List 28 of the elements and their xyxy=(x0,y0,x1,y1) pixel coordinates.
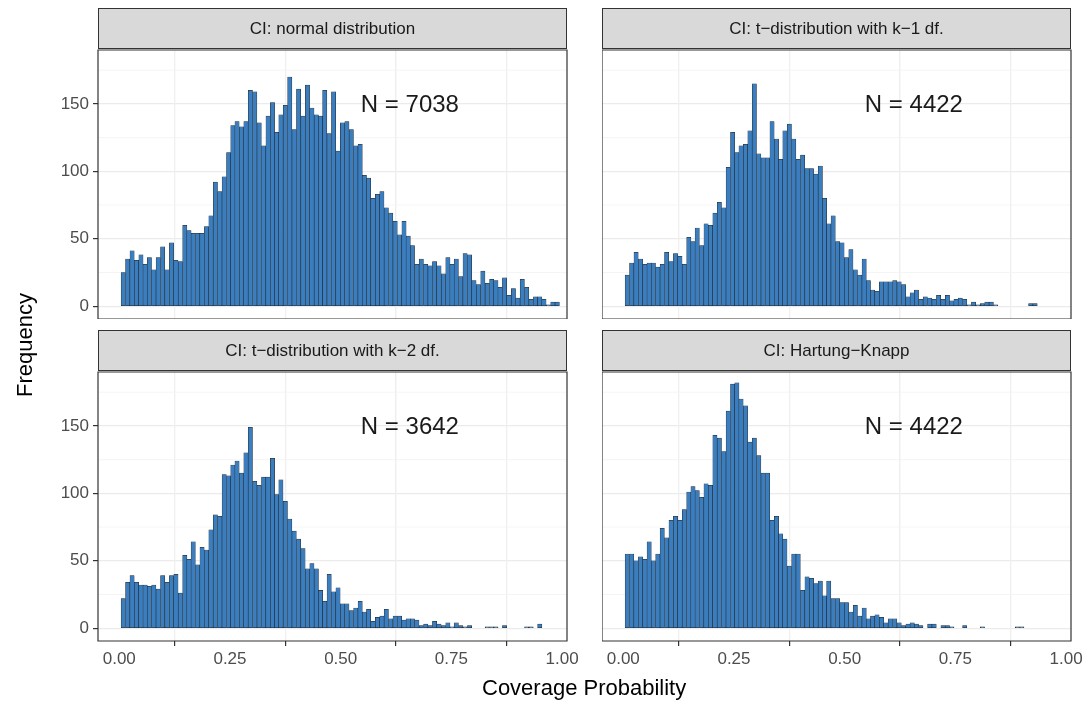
x-tick-label: 0.25 xyxy=(213,648,247,668)
y-tick-label: 50 xyxy=(70,550,89,570)
annotation: N = 4422 xyxy=(864,89,963,117)
x-tick-label: 0.50 xyxy=(324,648,358,668)
x-tick-label: 1.00 xyxy=(1049,648,1083,668)
x-tick-label: 0.25 xyxy=(717,648,751,668)
chart-title: CI: normal distribution xyxy=(98,8,567,49)
y-tick-label: 150 xyxy=(60,93,89,113)
x-tick-label: 0.75 xyxy=(938,648,972,668)
x-axis-title: Coverage Probability xyxy=(482,675,687,701)
x-tick-label: 0.50 xyxy=(828,648,862,668)
annotation: N = 4422 xyxy=(864,411,963,439)
annotation: N = 7038 xyxy=(360,89,459,117)
chart-title: CI: t−distribution with k−1 df. xyxy=(602,8,1071,49)
y-tick-label: 100 xyxy=(60,161,89,181)
x-tick-label: 0.00 xyxy=(606,648,640,668)
chart-title: CI: Hartung−Knapp xyxy=(602,330,1071,371)
x-tick-label: 1.00 xyxy=(545,648,579,668)
y-tick-label: 0 xyxy=(79,295,89,315)
y-tick-label: 100 xyxy=(60,483,89,503)
y-tick-label: 150 xyxy=(60,415,89,435)
y-axis-title: Frequency xyxy=(11,293,38,397)
annotation: N = 3642 xyxy=(360,411,459,439)
y-tick-label: 0 xyxy=(79,617,89,637)
x-tick-label: 0.00 xyxy=(102,648,136,668)
chart-title: CI: t−distribution with k−2 df. xyxy=(98,330,567,371)
y-tick-label: 50 xyxy=(70,228,89,248)
x-tick-label: 0.75 xyxy=(434,648,468,668)
